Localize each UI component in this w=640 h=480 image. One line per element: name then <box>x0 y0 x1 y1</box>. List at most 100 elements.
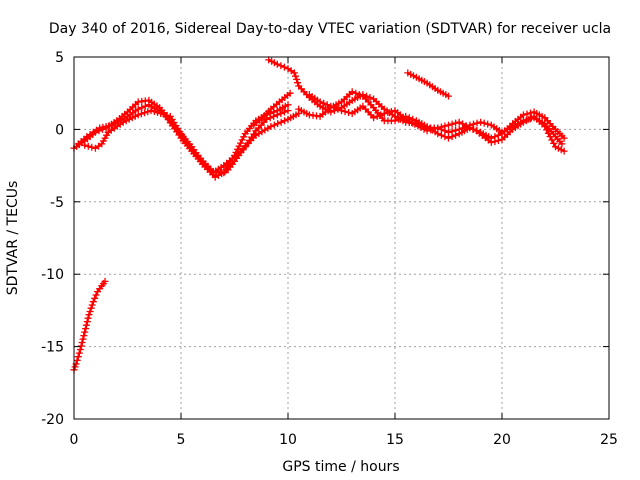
series-layer <box>70 56 568 374</box>
data-point-marker <box>88 301 96 309</box>
data-point-marker <box>560 147 568 155</box>
x-tick-label: 10 <box>279 432 297 448</box>
data-point-marker <box>334 105 342 113</box>
data-point-marker <box>125 115 133 123</box>
data-point-marker <box>96 124 104 132</box>
data-point-marker <box>445 92 452 100</box>
data-point-marker <box>494 137 502 144</box>
tick-layer: 0 5 10 15 20 25 -20 -15 -10 -5 0 5 <box>41 50 618 448</box>
data-point-marker <box>441 133 449 141</box>
data-point-marker <box>377 111 385 119</box>
data-point-marker <box>83 318 91 326</box>
data-point-marker <box>87 304 95 312</box>
data-point-marker <box>294 79 302 87</box>
y-tick-label: -5 <box>50 195 64 211</box>
data-point-marker <box>292 72 299 80</box>
series-arc-late-2 <box>295 88 568 142</box>
data-point-marker <box>366 94 374 101</box>
data-point-marker <box>273 111 281 119</box>
data-point-marker <box>423 127 431 135</box>
data-point-marker <box>235 142 243 150</box>
data-point-marker <box>420 125 428 133</box>
data-point-marker <box>380 110 388 117</box>
data-point-marker <box>523 110 531 118</box>
data-point-marker <box>290 69 298 77</box>
data-point-marker <box>80 332 88 340</box>
data-point-marker <box>477 118 485 126</box>
data-point-marker <box>240 133 248 141</box>
data-point-marker <box>320 99 328 107</box>
data-point-marker <box>527 109 534 117</box>
data-point-marker <box>355 91 363 99</box>
data-point-marker <box>78 339 86 346</box>
data-point-marker <box>373 112 381 120</box>
data-point-marker <box>286 89 294 97</box>
plot-frame <box>73 56 610 420</box>
series-arc-late-3 <box>305 91 568 155</box>
data-point-marker <box>448 120 456 128</box>
data-point-marker <box>154 109 161 116</box>
data-point-marker <box>81 328 89 336</box>
y-tick-label: -10 <box>41 267 64 283</box>
data-point-marker <box>338 107 345 115</box>
x-tick-label: 25 <box>600 432 618 448</box>
data-point-marker <box>92 291 100 299</box>
data-point-marker <box>82 321 90 329</box>
data-point-marker <box>448 133 456 141</box>
data-point-marker <box>445 121 452 129</box>
data-point-marker <box>122 117 130 125</box>
y-tick-label: 5 <box>55 50 64 66</box>
y-tick-label: 0 <box>55 122 64 138</box>
data-point-marker <box>88 143 96 151</box>
data-point-marker <box>280 108 288 116</box>
data-point-marker <box>284 107 292 115</box>
data-point-marker <box>445 134 452 142</box>
data-point-marker <box>77 342 85 350</box>
data-point-marker <box>99 123 107 131</box>
data-point-marker <box>76 346 84 353</box>
data-point-marker <box>402 115 410 123</box>
data-point-marker <box>141 102 149 110</box>
chart-title: Day 340 of 2016, Sidereal Day-to-day VTE… <box>49 21 611 37</box>
data-point-marker <box>280 63 288 71</box>
data-point-marker <box>84 142 92 150</box>
data-point-marker <box>484 120 492 128</box>
data-point-marker <box>101 277 109 285</box>
data-point-marker <box>441 122 449 130</box>
data-point-marker <box>144 108 152 116</box>
data-point-marker <box>491 138 499 145</box>
data-point-marker <box>341 108 349 115</box>
data-point-marker <box>160 110 168 118</box>
data-point-marker <box>330 104 338 112</box>
data-point-marker <box>163 111 171 119</box>
series-arc-early-steep <box>70 277 109 374</box>
data-point-marker <box>270 121 278 129</box>
x-tick-label: 0 <box>70 432 79 448</box>
data-point-marker <box>387 108 395 115</box>
data-point-marker <box>86 308 94 315</box>
x-tick-label: 15 <box>386 432 404 448</box>
data-point-marker <box>85 311 93 319</box>
data-point-marker <box>384 109 392 116</box>
data-point-marker <box>277 110 285 117</box>
data-point-marker <box>473 119 481 127</box>
data-point-marker <box>157 110 165 117</box>
data-point-marker <box>452 131 460 139</box>
data-point-marker <box>237 139 245 147</box>
data-point-marker <box>430 125 438 133</box>
data-point-marker <box>293 75 301 83</box>
x-tick-label: 5 <box>177 432 186 448</box>
data-point-marker <box>427 126 435 134</box>
data-point-marker <box>91 294 99 302</box>
data-point-marker <box>74 353 82 361</box>
data-point-marker <box>437 123 445 131</box>
x-tick-label: 20 <box>493 432 511 448</box>
data-point-marker <box>75 349 83 357</box>
data-point-marker <box>137 110 145 118</box>
data-point-marker <box>277 118 285 126</box>
data-point-marker <box>558 140 566 148</box>
data-point-marker <box>102 123 110 130</box>
data-point-marker <box>131 112 139 120</box>
data-point-marker <box>84 314 92 322</box>
